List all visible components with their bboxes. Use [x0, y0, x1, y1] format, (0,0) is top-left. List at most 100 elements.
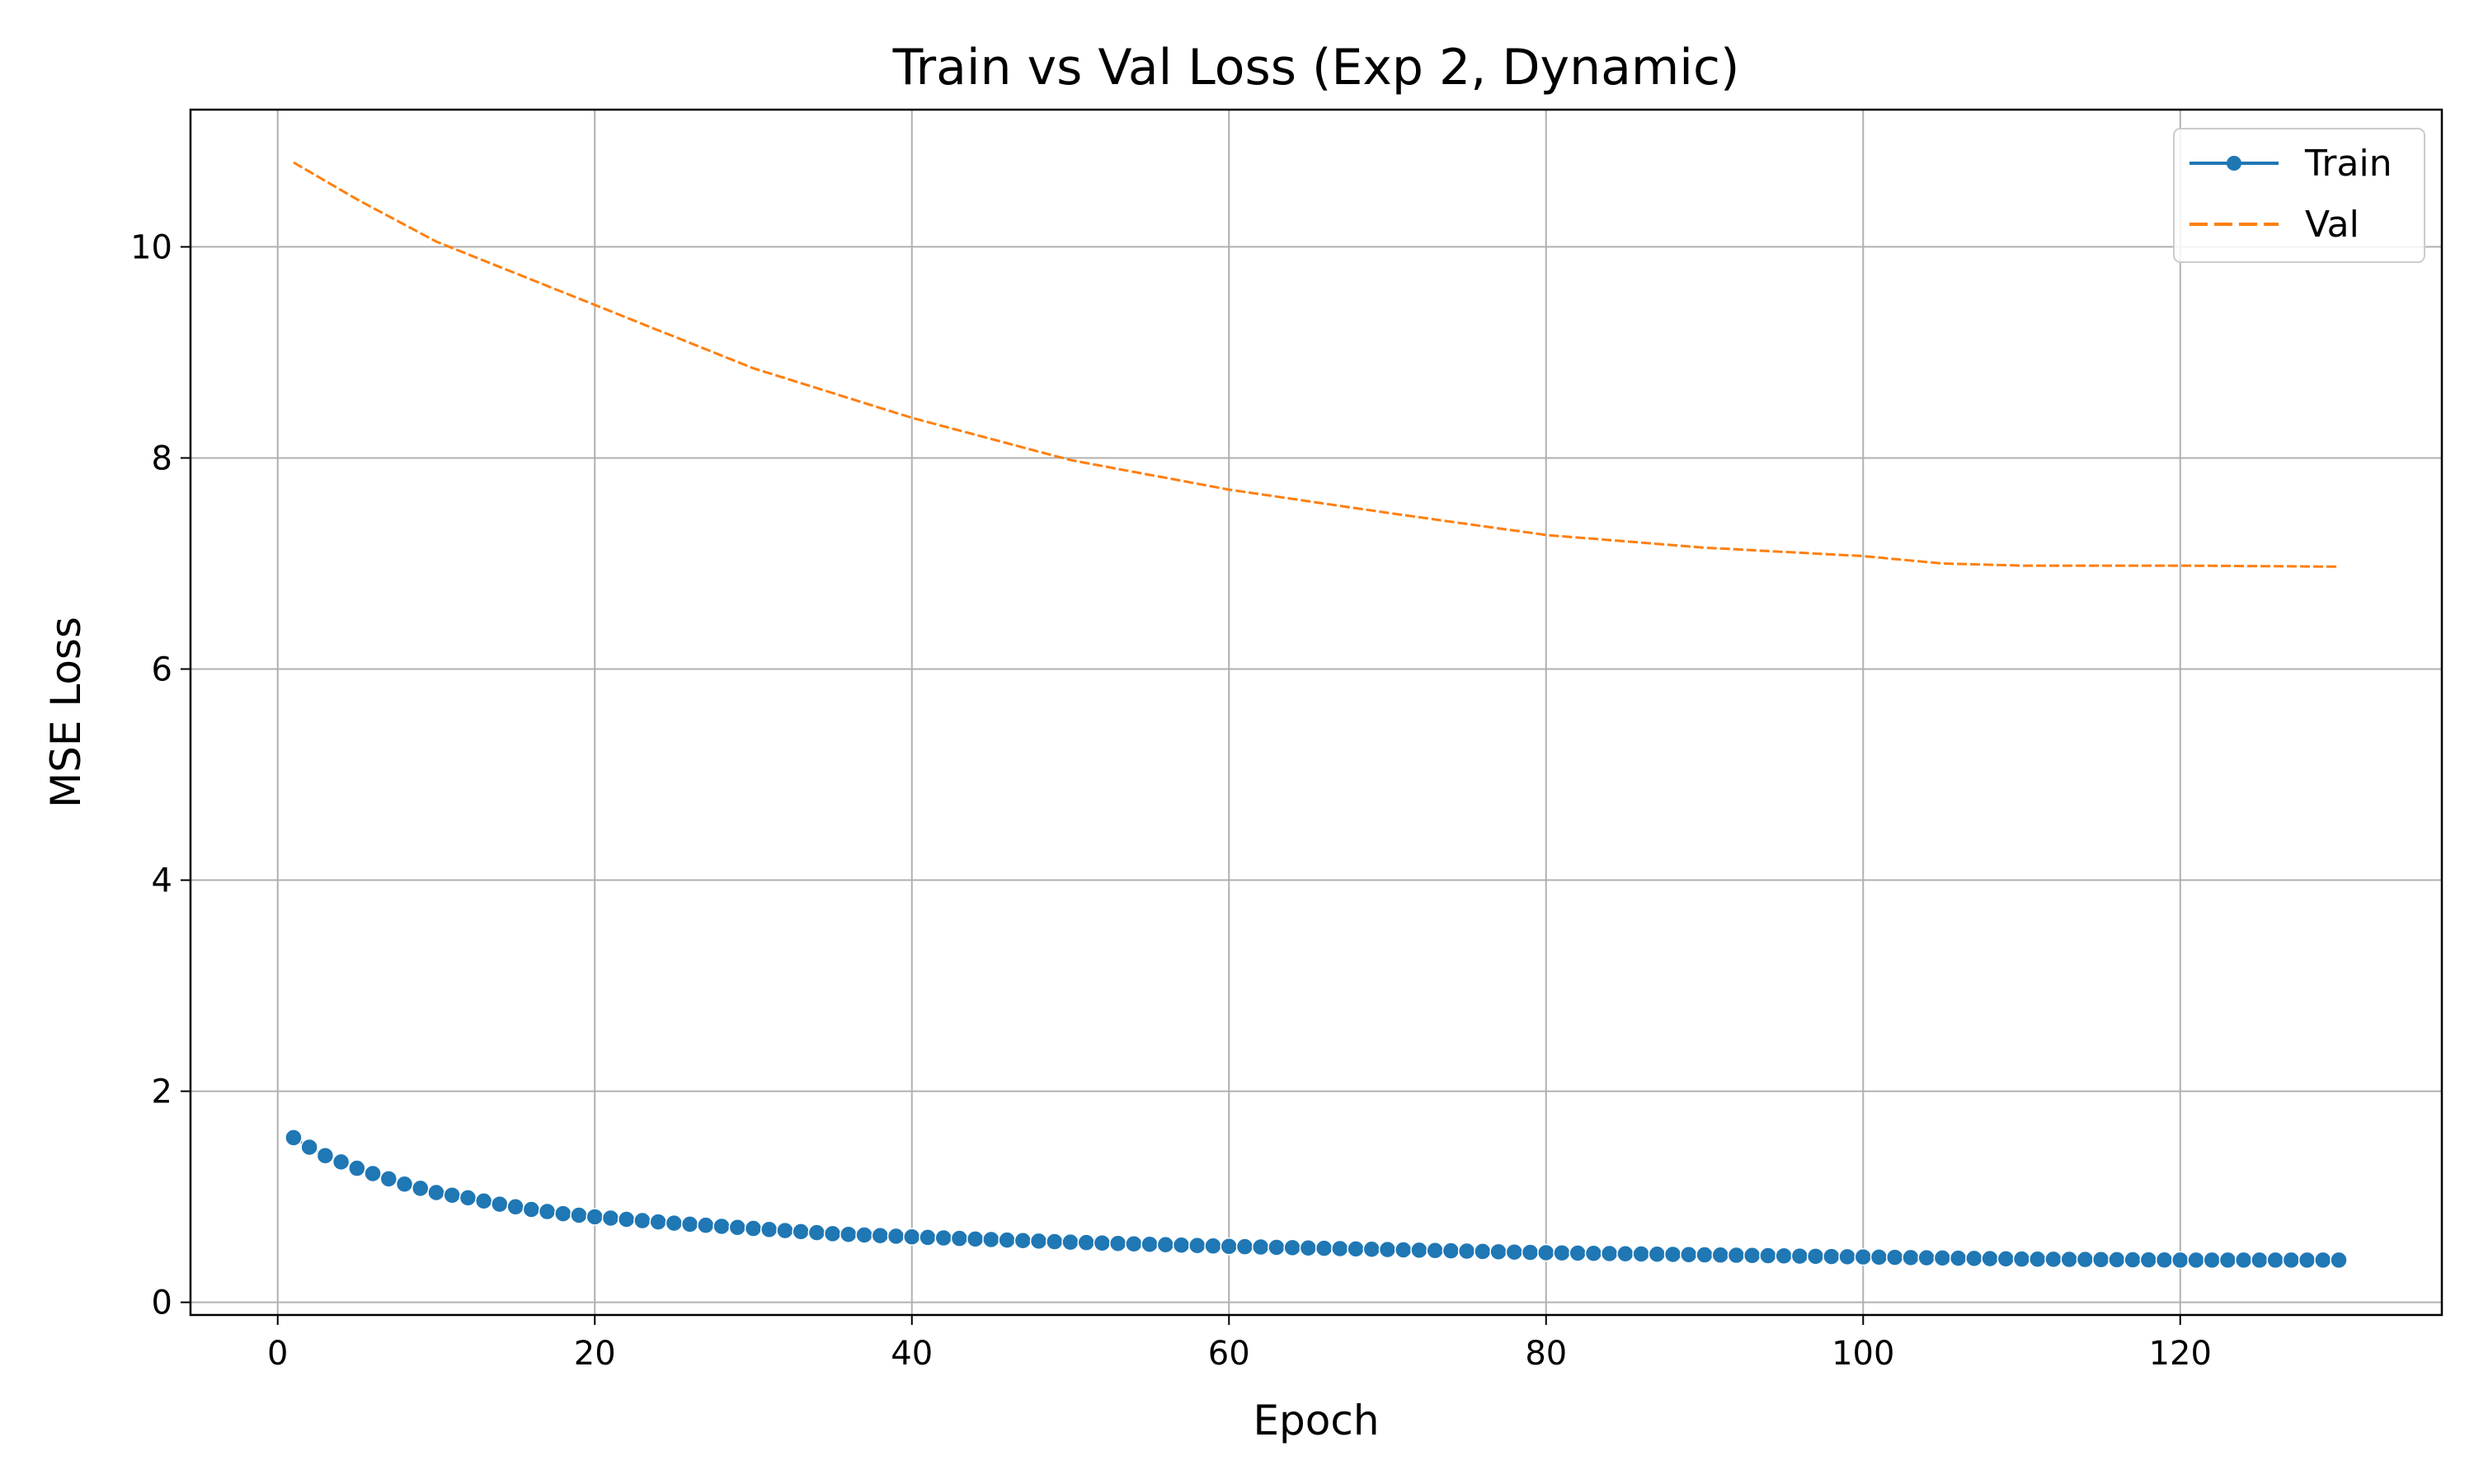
- train-point: [586, 1208, 604, 1226]
- train-point: [285, 1129, 303, 1147]
- train-point: [792, 1223, 810, 1241]
- train-point: [1981, 1249, 1999, 1268]
- train-point: [1569, 1244, 1587, 1262]
- x-tick-label: 100: [1832, 1335, 1894, 1373]
- train-point: [823, 1224, 842, 1243]
- train-point: [1331, 1239, 1349, 1258]
- train-point: [1077, 1233, 1095, 1252]
- train-point: [1870, 1248, 1888, 1266]
- train-point: [760, 1220, 778, 1239]
- y-tick-label: 4: [152, 862, 172, 900]
- train-point: [1616, 1244, 1634, 1263]
- train-point: [1315, 1239, 1333, 1257]
- train-point: [570, 1206, 588, 1224]
- train-point: [1663, 1245, 1682, 1264]
- train-point: [1442, 1242, 1460, 1260]
- train-point: [1410, 1241, 1428, 1260]
- train-point: [1108, 1234, 1127, 1252]
- train-point: [474, 1191, 493, 1210]
- train-point: [1029, 1232, 1048, 1251]
- train-point: [300, 1138, 318, 1157]
- train-point: [1014, 1231, 1032, 1250]
- train-point: [633, 1211, 651, 1230]
- legend-train-label: Train: [2304, 143, 2392, 185]
- train-point: [2155, 1251, 2174, 1270]
- train-point: [2076, 1250, 2095, 1269]
- axis-ticks: 0 20 40 60 80 100 120 0 2 4 6 8 10: [130, 228, 2212, 1373]
- train-point: [522, 1200, 541, 1219]
- series-layer: [285, 161, 2348, 1270]
- x-tick-label: 120: [2149, 1335, 2212, 1373]
- train-point: [1648, 1245, 1667, 1264]
- train-point: [887, 1227, 905, 1246]
- train-point: [601, 1209, 620, 1228]
- train-point: [1743, 1247, 1761, 1265]
- train-point: [1965, 1249, 1983, 1268]
- train-point: [1632, 1245, 1650, 1263]
- train-point: [2124, 1251, 2142, 1269]
- train-point: [1457, 1242, 1476, 1261]
- train-point: [919, 1228, 937, 1247]
- train-point: [871, 1226, 890, 1245]
- train-point: [2234, 1251, 2253, 1270]
- train-point: [2108, 1251, 2126, 1269]
- train-point: [506, 1198, 524, 1216]
- train-point: [966, 1230, 985, 1248]
- legend: Train Val: [2173, 128, 2425, 263]
- y-tick-label: 6: [152, 651, 172, 689]
- x-axis-label: Epoch: [1253, 1397, 1379, 1444]
- train-point: [1394, 1241, 1413, 1259]
- train-point: [1141, 1235, 1159, 1253]
- train-point: [1823, 1247, 1841, 1266]
- train-point: [1759, 1247, 1777, 1265]
- train-point: [554, 1205, 572, 1223]
- train-point: [1949, 1249, 1968, 1267]
- train-point: [379, 1170, 398, 1188]
- train-point: [982, 1230, 1000, 1249]
- plot-frame: [189, 108, 2443, 1317]
- train-point: [1997, 1250, 2015, 1268]
- train-series-line: [293, 1136, 2339, 1261]
- train-point: [1378, 1240, 1397, 1259]
- train-point: [2139, 1251, 2158, 1269]
- train-point: [1727, 1246, 1746, 1265]
- train-point: [807, 1223, 826, 1242]
- train-point: [2330, 1251, 2348, 1270]
- train-point: [2203, 1251, 2221, 1270]
- train-point: [1347, 1240, 1365, 1258]
- train-point: [1521, 1243, 1540, 1261]
- train-point: [443, 1186, 461, 1205]
- train-point: [1584, 1244, 1603, 1262]
- train-point: [697, 1216, 715, 1234]
- train-point: [1775, 1247, 1793, 1266]
- train-point: [1220, 1237, 1239, 1256]
- train-point: [2029, 1250, 2047, 1269]
- train-point: [491, 1195, 509, 1214]
- train-point: [776, 1221, 794, 1240]
- val-series-line: [293, 161, 2340, 568]
- train-point: [2218, 1251, 2237, 1270]
- train-point: [2314, 1251, 2332, 1270]
- chart-title: Train vs Val Loss (Exp 2, Dynamic): [892, 39, 1740, 96]
- x-tick-label: 60: [1208, 1335, 1250, 1373]
- train-point: [1235, 1237, 1254, 1256]
- train-point: [840, 1225, 858, 1243]
- train-point: [998, 1231, 1016, 1249]
- train-point: [1251, 1237, 1270, 1256]
- train-point: [427, 1183, 445, 1202]
- train-point: [1125, 1234, 1143, 1253]
- train-point: [2044, 1250, 2062, 1269]
- y-tick-label: 0: [152, 1284, 172, 1322]
- train-point: [1172, 1236, 1191, 1255]
- train-point: [950, 1229, 969, 1247]
- y-axis-label: MSE Loss: [42, 617, 90, 808]
- train-point: [2060, 1250, 2078, 1269]
- train-point: [2171, 1251, 2189, 1270]
- train-point: [855, 1226, 873, 1244]
- train-point: [1474, 1242, 1492, 1261]
- train-point: [459, 1189, 477, 1207]
- train-point: [903, 1228, 921, 1247]
- train-point: [680, 1215, 699, 1233]
- train-point: [538, 1202, 557, 1221]
